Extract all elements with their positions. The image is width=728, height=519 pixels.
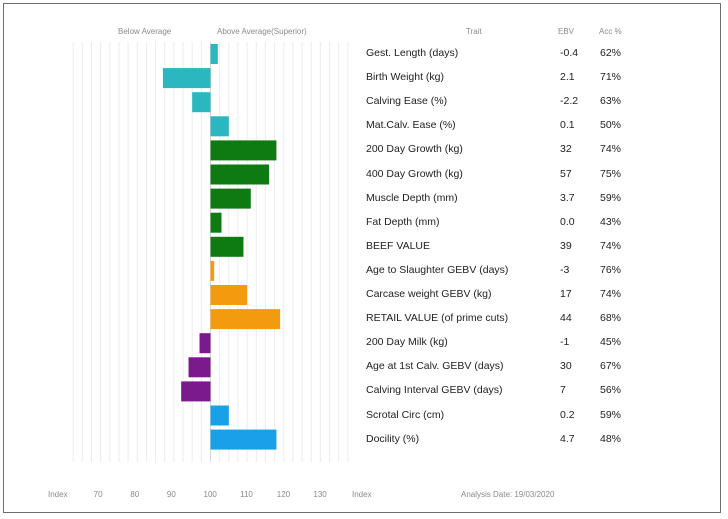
trait-label-10: Carcase weight GEBV (kg) bbox=[366, 288, 492, 300]
ebv-value-2: -2.2 bbox=[560, 95, 579, 108]
above-average-header: Above Average(Superior) bbox=[217, 27, 307, 36]
bar-0 bbox=[210, 44, 218, 64]
index-label-left: Index bbox=[48, 490, 68, 499]
bar-2 bbox=[192, 92, 211, 113]
bar-5 bbox=[210, 164, 270, 185]
acc-value-8: 74% bbox=[600, 239, 622, 252]
bar-1 bbox=[162, 68, 211, 89]
ebv-value-3: 0.1 bbox=[560, 119, 575, 132]
below-average-header: Below Average bbox=[118, 27, 172, 36]
trait-label-5: 400 Day Growth (kg) bbox=[366, 167, 463, 180]
acc-value-10: 74% bbox=[600, 288, 622, 300]
tick-label-1: 80 bbox=[130, 490, 140, 499]
ebv-value-0: -0.4 bbox=[560, 47, 579, 59]
trait-header: Trait bbox=[466, 27, 482, 36]
ebv-value-12: -1 bbox=[560, 336, 570, 349]
bar-8 bbox=[210, 236, 244, 257]
acc-value-15: 59% bbox=[600, 408, 622, 421]
bar-14 bbox=[181, 381, 211, 402]
acc-value-14: 56% bbox=[600, 384, 622, 397]
bar-4 bbox=[210, 140, 277, 161]
bar-12 bbox=[199, 333, 211, 354]
ebv-value-5: 57 bbox=[560, 167, 572, 180]
acc-value-2: 63% bbox=[600, 95, 622, 108]
trait-label-15: Scrotal Circ (cm) bbox=[366, 408, 445, 421]
acc-header: Acc % bbox=[599, 27, 622, 36]
ebv-value-13: 30 bbox=[560, 360, 572, 373]
bar-3 bbox=[210, 116, 229, 137]
acc-value-13: 67% bbox=[600, 360, 622, 373]
ebv-value-4: 32 bbox=[560, 143, 572, 156]
tick-label-3: 100 bbox=[203, 490, 217, 499]
tick-label-0: 70 bbox=[93, 490, 103, 499]
acc-value-12: 45% bbox=[600, 336, 622, 349]
ebv-value-7: 0.0 bbox=[560, 215, 575, 228]
ebv-value-1: 2.1 bbox=[560, 71, 575, 84]
trait-label-0: Gest. Length (days) bbox=[366, 47, 459, 59]
trait-label-9: Age to Slaughter GEBV (days) bbox=[366, 263, 509, 276]
report-frame bbox=[3, 3, 721, 513]
acc-value-16: 48% bbox=[600, 432, 622, 445]
ebv-value-6: 3.7 bbox=[560, 191, 575, 204]
trait-label-4: 200 Day Growth (kg) bbox=[366, 143, 463, 156]
trait-label-14: Calving Interval GEBV (days) bbox=[366, 384, 503, 397]
trait-label-11: RETAIL VALUE (of prime cuts) bbox=[366, 312, 509, 325]
ebv-value-8: 39 bbox=[560, 239, 572, 252]
bar-15 bbox=[210, 405, 229, 426]
ebv-value-10: 17 bbox=[560, 288, 572, 300]
acc-value-0: 62% bbox=[600, 47, 622, 59]
bar-6 bbox=[210, 188, 251, 209]
tick-label-6: 130 bbox=[313, 490, 327, 499]
trait-label-3: Mat.Calv. Ease (%) bbox=[366, 119, 456, 132]
index-label-right: Index bbox=[352, 490, 372, 499]
trait-label-16: Docility (%) bbox=[366, 432, 420, 445]
acc-value-7: 43% bbox=[600, 215, 622, 228]
ebv-value-9: -3 bbox=[560, 263, 570, 276]
bar-7 bbox=[210, 212, 222, 233]
analysis-date: Analysis Date: 19/03/2020 bbox=[461, 490, 555, 499]
tick-label-2: 90 bbox=[166, 490, 176, 499]
bar-9 bbox=[210, 260, 215, 281]
acc-value-3: 50% bbox=[600, 119, 622, 132]
trait-label-6: Muscle Depth (mm) bbox=[366, 191, 458, 204]
trait-label-8: BEEF VALUE bbox=[366, 239, 430, 252]
ebv-value-14: 7 bbox=[560, 384, 566, 397]
tick-label-4: 110 bbox=[240, 490, 253, 499]
bar-13 bbox=[188, 357, 211, 378]
trait-label-12: 200 Day Milk (kg) bbox=[366, 336, 448, 349]
trait-label-7: Fat Depth (mm) bbox=[366, 215, 440, 228]
ebv-header: EBV bbox=[558, 27, 575, 36]
acc-value-1: 71% bbox=[600, 71, 622, 84]
acc-value-6: 59% bbox=[600, 191, 622, 204]
tick-label-5: 120 bbox=[276, 490, 291, 499]
trait-label-2: Calving Ease (%) bbox=[366, 95, 448, 108]
bar-11 bbox=[210, 309, 281, 330]
ebv-value-15: 0.2 bbox=[560, 408, 575, 421]
acc-value-11: 68% bbox=[600, 312, 622, 325]
ebv-value-11: 44 bbox=[560, 312, 572, 325]
trait-label-13: Age at 1st Calv. GEBV (days) bbox=[366, 360, 504, 373]
acc-value-9: 76% bbox=[600, 263, 622, 276]
ebv-value-16: 4.7 bbox=[560, 432, 575, 445]
acc-value-5: 75% bbox=[600, 167, 622, 180]
bar-16 bbox=[210, 429, 277, 450]
acc-value-4: 74% bbox=[600, 143, 622, 156]
bar-10 bbox=[210, 285, 248, 305]
trait-label-1: Birth Weight (kg) bbox=[366, 71, 444, 84]
